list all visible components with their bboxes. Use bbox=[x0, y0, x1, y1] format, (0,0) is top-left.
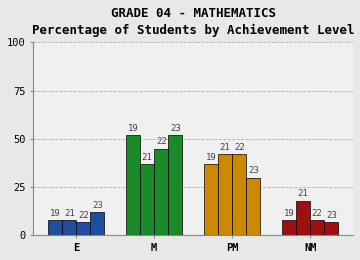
Title: GRADE 04 - MATHEMATICS
Percentage of Students by Achievement Level: GRADE 04 - MATHEMATICS Percentage of Stu… bbox=[32, 7, 355, 37]
Bar bbox=[76, 222, 90, 235]
Text: 21: 21 bbox=[298, 189, 309, 198]
Text: 21: 21 bbox=[220, 143, 230, 152]
Text: 22: 22 bbox=[78, 211, 89, 220]
Bar bbox=[324, 222, 338, 235]
Bar bbox=[218, 154, 232, 235]
Bar bbox=[90, 212, 104, 235]
Bar bbox=[62, 220, 76, 235]
Text: 22: 22 bbox=[312, 209, 323, 218]
Bar bbox=[282, 220, 296, 235]
Text: 19: 19 bbox=[284, 209, 294, 218]
Text: 21: 21 bbox=[64, 209, 75, 218]
Text: 23: 23 bbox=[170, 124, 181, 133]
Text: 19: 19 bbox=[50, 209, 60, 218]
Text: 23: 23 bbox=[92, 201, 103, 210]
Text: 23: 23 bbox=[248, 166, 258, 175]
Text: 22: 22 bbox=[234, 143, 244, 152]
Bar bbox=[296, 201, 310, 235]
Bar bbox=[232, 154, 246, 235]
Text: 19: 19 bbox=[128, 124, 139, 133]
Text: 19: 19 bbox=[206, 153, 216, 162]
Bar bbox=[126, 135, 140, 235]
Bar bbox=[154, 148, 168, 235]
Bar bbox=[246, 178, 260, 235]
Text: 22: 22 bbox=[156, 137, 167, 146]
Bar bbox=[140, 164, 154, 235]
Bar bbox=[310, 220, 324, 235]
Text: 21: 21 bbox=[142, 153, 153, 162]
Bar bbox=[48, 220, 62, 235]
Bar bbox=[168, 135, 182, 235]
Text: 23: 23 bbox=[326, 211, 337, 220]
Bar bbox=[204, 164, 218, 235]
